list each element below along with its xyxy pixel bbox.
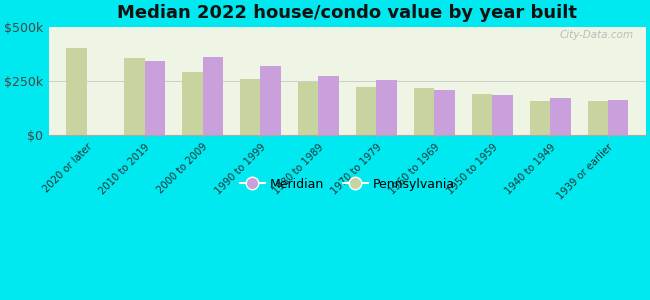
Bar [182, 72, 203, 135]
Bar [356, 87, 376, 135]
Bar [144, 61, 165, 135]
Bar [530, 100, 550, 135]
Text: City-Data.com: City-Data.com [560, 30, 634, 40]
Bar [203, 57, 223, 135]
Bar [298, 82, 318, 135]
Bar [434, 90, 454, 135]
Bar [240, 79, 261, 135]
Bar [376, 80, 396, 135]
Bar [492, 95, 513, 135]
Bar [414, 88, 434, 135]
Bar [124, 58, 144, 135]
Bar [472, 94, 492, 135]
Legend: Meridian, Pennsylvania: Meridian, Pennsylvania [235, 173, 460, 196]
Bar [66, 48, 86, 135]
Bar [550, 98, 571, 135]
Bar [608, 100, 629, 135]
Bar [318, 76, 339, 135]
Bar [261, 65, 281, 135]
Bar [588, 100, 608, 135]
Title: Median 2022 house/condo value by year built: Median 2022 house/condo value by year bu… [118, 4, 577, 22]
